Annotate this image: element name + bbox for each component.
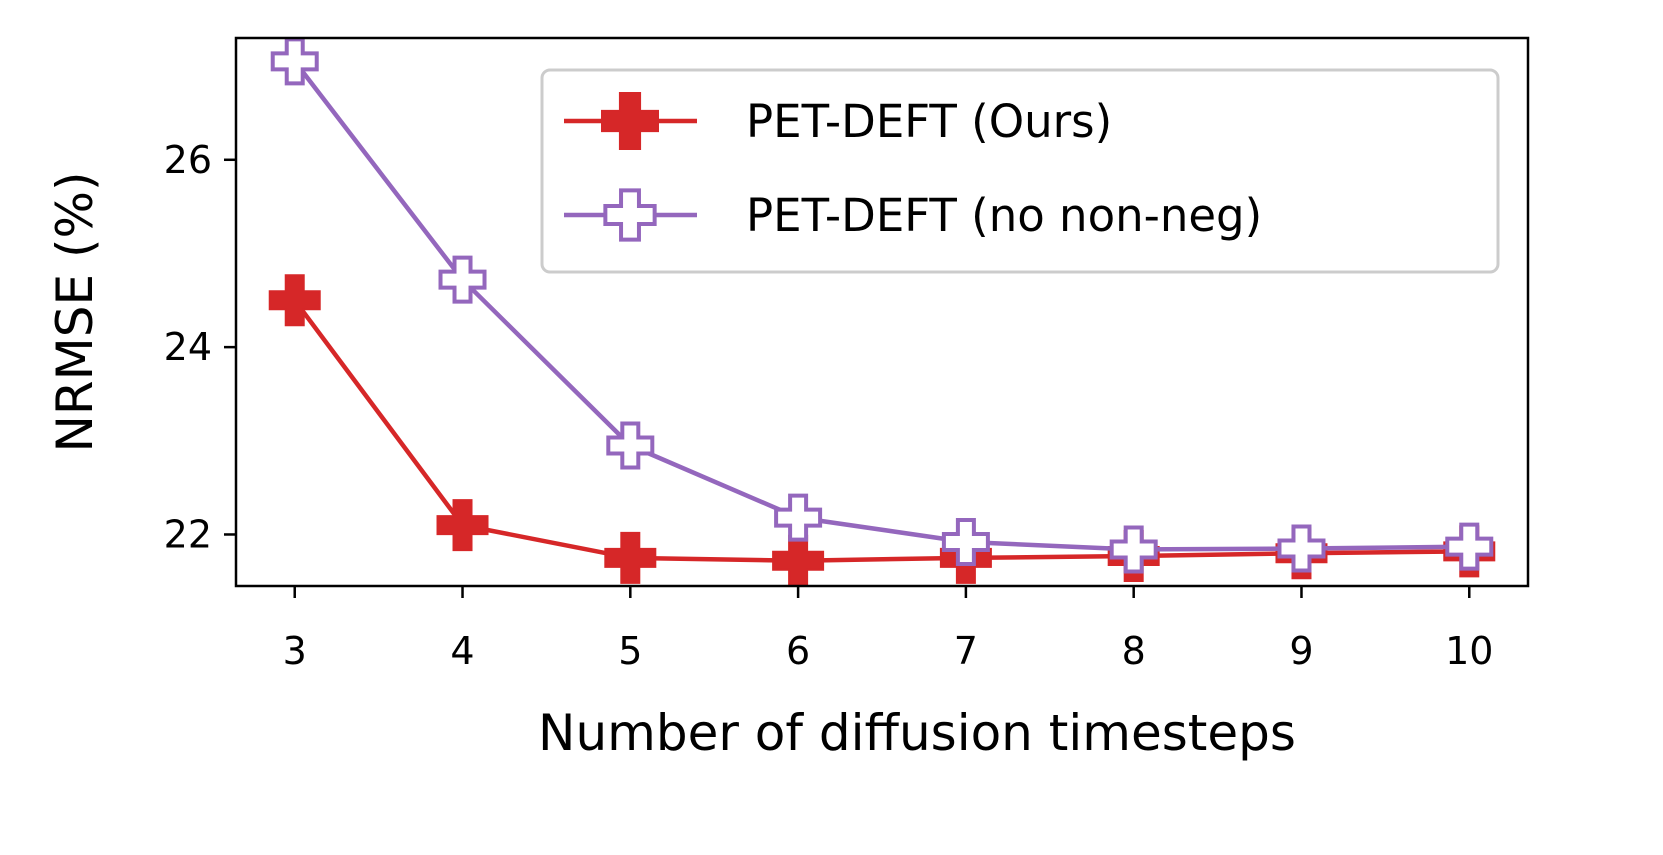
- data-point: [941, 517, 990, 566]
- x-tick-label: 3: [283, 629, 307, 673]
- x-tick-label: 5: [618, 629, 642, 673]
- series-line: [292, 298, 1470, 563]
- data-point: [1109, 525, 1158, 574]
- legend-marker: [601, 92, 659, 150]
- legend-label: PET-DEFT (Ours): [746, 95, 1112, 148]
- x-tick-label: 6: [786, 629, 810, 673]
- data-point: [1445, 522, 1494, 571]
- y-axis-label: NRMSE (%): [46, 171, 104, 452]
- plot-frame: [234, 36, 1530, 588]
- data-point: [436, 499, 489, 552]
- data-point: [604, 531, 657, 584]
- x-tick-label: 9: [1289, 629, 1313, 673]
- x-tick-label: 10: [1445, 629, 1493, 673]
- legend: PET-DEFT (Ours) PET-DEFT (no non-neg): [540, 68, 1500, 274]
- series-line: [292, 60, 1470, 552]
- y-tick-label: 22: [164, 512, 212, 556]
- x-tick-label: 7: [954, 629, 978, 673]
- x-tick-label: 4: [450, 629, 474, 673]
- x-tick-label: 8: [1122, 629, 1146, 673]
- legend-label: PET-DEFT (no non-neg): [746, 189, 1262, 242]
- y-tick-label: 26: [164, 138, 212, 182]
- data-point: [1277, 524, 1326, 573]
- y-axis: 22 24 26: [164, 138, 236, 556]
- x-axis: 3 4 5 6 7 8 9 10: [283, 586, 1493, 673]
- legend-marker: [603, 188, 657, 242]
- legend-item-1: PET-DEFT (no non-neg): [564, 188, 1262, 242]
- data-point: [270, 37, 319, 86]
- y-tick-label: 24: [164, 325, 212, 369]
- series-1: [270, 37, 1494, 574]
- series-layer: [268, 37, 1496, 587]
- data-point: [438, 255, 487, 304]
- legend-item-0: PET-DEFT (Ours): [564, 92, 1112, 150]
- data-point: [268, 274, 321, 327]
- x-axis-label: Number of diffusion timesteps: [538, 704, 1296, 762]
- data-point: [606, 421, 655, 470]
- legend-box: [540, 68, 1500, 274]
- data-point: [774, 493, 823, 542]
